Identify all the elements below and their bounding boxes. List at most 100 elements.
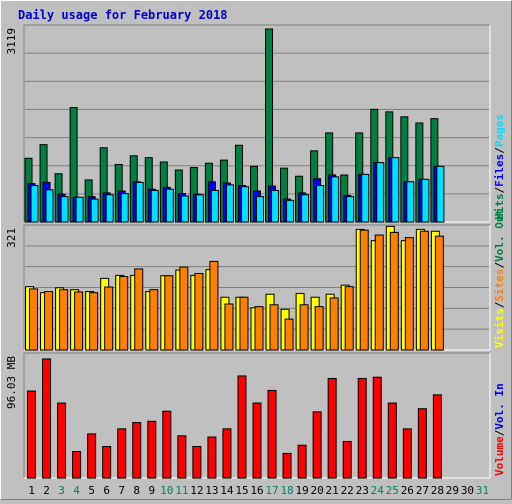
- bar-volume-day-20: [312, 411, 322, 479]
- day-label: 13: [205, 484, 218, 497]
- legend-entry: Hits: [493, 194, 506, 221]
- bar-sites-day-14: [224, 303, 234, 351]
- day-label: 25: [386, 484, 399, 497]
- bar-sites-day-6: [104, 286, 114, 351]
- day-label: 30: [461, 484, 474, 497]
- legend-entry: Files: [493, 154, 506, 187]
- day-label: 12: [190, 484, 203, 497]
- legend-separator: /: [493, 262, 506, 269]
- right-legend: Visits/Sites/Vol. Out: [493, 209, 506, 348]
- day-label: 28: [431, 484, 444, 497]
- bar-sites-day-11: [179, 266, 189, 351]
- bar-pages-day-26: [406, 181, 415, 223]
- bar-pages-day-2: [45, 189, 54, 223]
- bar-pages-day-27: [421, 178, 430, 223]
- bar-pages-day-6: [105, 194, 114, 223]
- bar-pages-day-16: [256, 196, 264, 223]
- right-legend: Volume/Vol. In: [493, 383, 506, 476]
- panel-visits-sites: 321 Visits/Sites/Vol. Out: [5, 209, 506, 351]
- bar-sites-day-10: [164, 275, 174, 351]
- bar-volume-day-4: [72, 451, 82, 479]
- bar-volume-day-27: [417, 408, 427, 479]
- day-label: 29: [446, 484, 459, 497]
- day-label: 16: [250, 484, 263, 497]
- bar-pages-day-1: [30, 184, 39, 223]
- day-label: 24: [371, 484, 385, 497]
- legend-entry: Vol. In: [493, 383, 506, 429]
- bar-volume-day-28: [432, 394, 442, 479]
- bar-pages-day-4: [75, 196, 84, 223]
- bar-sites-day-8: [134, 268, 144, 351]
- day-label: 2: [43, 484, 50, 497]
- bar-pages-day-11: [180, 195, 189, 223]
- bar-sites-day-12: [194, 272, 204, 351]
- bar-volume-day-24: [372, 376, 382, 479]
- bar-sites-day-27: [419, 230, 429, 351]
- bar-sites-day-22: [344, 286, 354, 351]
- chart-title: Daily usage for February 2018: [18, 8, 228, 22]
- bar-volume-day-12: [192, 445, 202, 479]
- bar-pages-day-25: [391, 157, 400, 223]
- bar-volume-day-5: [87, 433, 97, 479]
- bar-volume-day-6: [102, 445, 112, 479]
- bar-sites-day-7: [119, 275, 129, 351]
- day-label: 10: [160, 484, 173, 497]
- bar-sites-day-17: [269, 304, 279, 351]
- bar-sites-day-21: [329, 297, 339, 351]
- bar-pages-day-14: [225, 184, 234, 223]
- bar-volume-day-15: [237, 375, 247, 479]
- bar-volume-day-19: [297, 444, 307, 479]
- bar-pages-day-7: [120, 193, 129, 223]
- bar-volume-day-22: [342, 440, 352, 479]
- day-axis: 1 2 3 4 5 6 7 8 9 10 11 12 13 14 15 16 17 18 19 20 21 22 23 24 2…: [28, 484, 489, 497]
- day-label: 15: [235, 484, 248, 497]
- y-max-label: 321: [5, 228, 18, 248]
- bar-sites-day-13: [209, 260, 219, 351]
- bar-sites-day-26: [404, 237, 414, 351]
- y-max-label: 3119: [5, 28, 18, 55]
- bar-sites-day-9: [149, 289, 159, 351]
- bar-sites-day-3: [59, 289, 69, 351]
- day-label: 9: [148, 484, 155, 497]
- day-label: 7: [118, 484, 125, 497]
- day-label: 21: [326, 484, 339, 497]
- day-label: 19: [295, 484, 308, 497]
- bar-volume-day-18: [282, 452, 292, 479]
- bar-pages-day-22: [346, 196, 355, 223]
- legend-separator: /: [493, 187, 506, 194]
- bar-volume-day-26: [402, 428, 412, 479]
- day-label: 17: [265, 484, 278, 497]
- day-label: 14: [220, 484, 234, 497]
- bar-volume-day-14: [222, 428, 232, 479]
- bar-sites-day-2: [44, 291, 54, 351]
- bar-pages-day-5: [90, 198, 99, 223]
- day-label: 22: [341, 484, 354, 497]
- legend-entry: Volume: [493, 436, 506, 476]
- bar-volume-day-8: [132, 422, 142, 479]
- day-label: 26: [401, 484, 414, 497]
- bar-sites-day-15: [239, 296, 249, 351]
- bar-volume-day-2: [42, 358, 52, 479]
- day-label: 11: [175, 484, 188, 497]
- bar-sites-day-18: [284, 318, 294, 351]
- bar-sites-day-19: [299, 304, 309, 351]
- day-label: 3: [58, 484, 65, 497]
- bar-volume-day-10: [162, 410, 172, 479]
- legend-separator: /: [493, 147, 506, 154]
- panel-volume: 96.03 MB Volume/Vol. In: [5, 352, 506, 479]
- bar-sites-day-24: [374, 234, 384, 351]
- bar-sites-day-16: [254, 306, 264, 351]
- legend-entry: Vol. Out: [493, 209, 506, 262]
- legend-separator: /: [493, 301, 506, 308]
- bar-volume-day-11: [177, 435, 187, 479]
- day-label: 8: [133, 484, 140, 497]
- bar-pages-day-24: [376, 162, 385, 223]
- bar-sites-day-1: [29, 288, 39, 351]
- bar-pages-day-17: [271, 189, 280, 223]
- bar-pages-day-8: [135, 181, 144, 223]
- bar-pages-day-13: [210, 189, 219, 223]
- chart-panels: 3119Hits/Files/Pages321Visits/Sites/Vol.…: [5, 24, 506, 479]
- bar-pages-day-10: [165, 188, 174, 223]
- bar-volume-day-16: [252, 402, 262, 479]
